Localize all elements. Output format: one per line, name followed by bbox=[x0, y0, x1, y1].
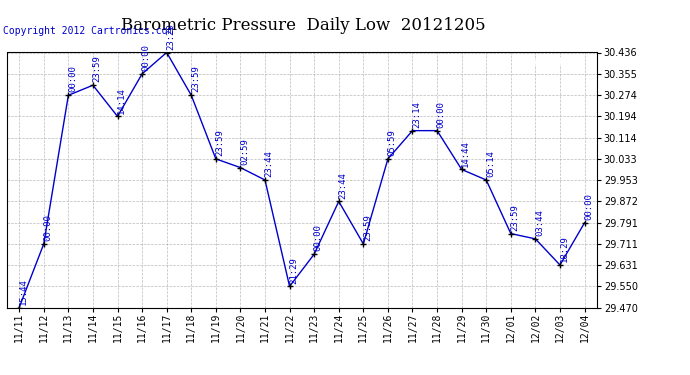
Text: 23:59: 23:59 bbox=[511, 204, 520, 231]
Text: 00:00: 00:00 bbox=[437, 101, 446, 128]
Text: 21:29: 21:29 bbox=[289, 257, 298, 284]
Text: 18:29: 18:29 bbox=[560, 236, 569, 262]
Text: 03:44: 03:44 bbox=[535, 209, 544, 236]
Text: 23:29: 23:29 bbox=[166, 23, 175, 50]
Text: Copyright 2012 Cartronics.com: Copyright 2012 Cartronics.com bbox=[3, 26, 174, 36]
Text: 23:59: 23:59 bbox=[191, 66, 200, 93]
Text: 00:00: 00:00 bbox=[584, 193, 593, 220]
Text: Pressure  (Inches/Hg): Pressure (Inches/Hg) bbox=[443, 57, 575, 67]
Text: 23:59: 23:59 bbox=[92, 56, 101, 82]
Text: 00:00: 00:00 bbox=[68, 66, 77, 93]
Text: 14:44: 14:44 bbox=[462, 140, 471, 166]
Text: 23:59: 23:59 bbox=[215, 129, 224, 156]
Text: 23:44: 23:44 bbox=[338, 172, 347, 199]
Text: 00:00: 00:00 bbox=[314, 225, 323, 251]
Text: 00:00: 00:00 bbox=[43, 214, 52, 241]
Text: Barometric Pressure  Daily Low  20121205: Barometric Pressure Daily Low 20121205 bbox=[121, 17, 486, 34]
Text: 05:59: 05:59 bbox=[388, 129, 397, 156]
Text: 23:44: 23:44 bbox=[265, 150, 274, 177]
Text: 05:14: 05:14 bbox=[486, 150, 495, 177]
Text: 23:14: 23:14 bbox=[412, 101, 421, 128]
Text: 15:44: 15:44 bbox=[19, 278, 28, 305]
Text: 14:14: 14:14 bbox=[117, 87, 126, 114]
Text: 02:59: 02:59 bbox=[240, 138, 249, 165]
Text: 00:00: 00:00 bbox=[141, 44, 150, 71]
Text: 23:59: 23:59 bbox=[363, 214, 372, 241]
